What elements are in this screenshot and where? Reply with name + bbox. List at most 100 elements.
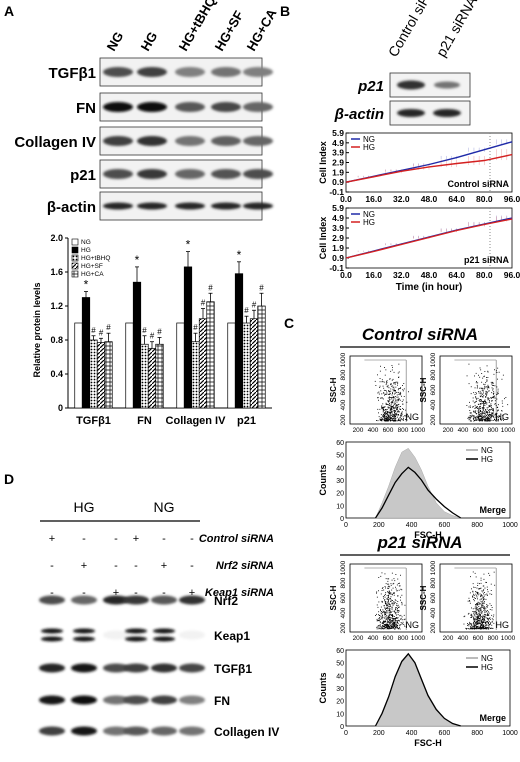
- c-scatter-point: [392, 619, 394, 621]
- c-scatter-point: [389, 617, 391, 619]
- c-scatter-point: [382, 596, 384, 597]
- c-scatter-point: [473, 622, 474, 624]
- c-scatter-point: [479, 607, 481, 609]
- c-scatter-point: [480, 595, 481, 597]
- c-scatter-point: [398, 628, 400, 629]
- c-scatter-point: [494, 584, 496, 586]
- c-scatter-point: [377, 397, 378, 399]
- c-scatter-point: [476, 596, 478, 598]
- c-scatter-point: [392, 410, 394, 412]
- c-scatter-point: [388, 400, 390, 402]
- b-y-tick-label: 3.9: [332, 148, 344, 158]
- a-y-tick-label: 0.4: [50, 369, 63, 379]
- c-scatter-point: [392, 366, 393, 368]
- c-scatter-point: [401, 413, 403, 415]
- c-scatter-point: [397, 396, 399, 398]
- c-scatter-point: [479, 419, 481, 421]
- c-scatter-point: [381, 623, 383, 624]
- c-scatter-point: [381, 406, 383, 408]
- c-scatter-point: [477, 604, 478, 606]
- c-scatter-point: [380, 628, 382, 630]
- c-scatter-point: [390, 600, 392, 602]
- c-scatter-point: [484, 405, 486, 406]
- c-scatter-point: [489, 415, 491, 417]
- c-scatter-point: [483, 607, 484, 609]
- d-band: [123, 663, 149, 673]
- d-band: [103, 726, 129, 736]
- c-scatter-point: [485, 420, 487, 422]
- c-scatter-point: [478, 627, 480, 629]
- c-hist-x-tick: 600: [439, 522, 451, 529]
- c-scatter-point: [385, 412, 387, 414]
- a-bar: [147, 348, 157, 409]
- c-scatter-point: [397, 414, 399, 416]
- a-bar: [249, 318, 259, 409]
- c-scatter-point: [475, 628, 477, 630]
- b-legend-label: NG: [363, 135, 375, 144]
- c-hist-y-tick: 10: [336, 711, 344, 718]
- c-scatter-point: [393, 618, 395, 619]
- c-scatter-point: [389, 586, 391, 588]
- c-scatter-point: [477, 592, 478, 594]
- c-scatter-point: [388, 401, 390, 403]
- c-scatter-point: [495, 420, 496, 422]
- c-scatter-point: [485, 627, 487, 628]
- c-scatter-point: [394, 580, 396, 582]
- c-scatter-point: [487, 627, 488, 628]
- c-scatter-point: [382, 614, 383, 616]
- d-band: [41, 628, 63, 634]
- c-scatter-point: [477, 627, 478, 629]
- c-scatter-point: [484, 417, 486, 418]
- c-scatter-point: [480, 615, 481, 617]
- c-scatter-point: [477, 408, 478, 409]
- c-scatter-point: [393, 623, 395, 624]
- b-x-tick-label: 96.0: [504, 194, 520, 204]
- c-scatter-point: [464, 615, 466, 617]
- c-scatter-point: [483, 619, 485, 621]
- c-scatter-point: [385, 626, 387, 628]
- c-scatter-point: [386, 380, 387, 382]
- c-scatter-point: [376, 628, 378, 630]
- c-scatter-point: [476, 587, 478, 589]
- a-band: [137, 102, 167, 112]
- c-scatter-point: [469, 415, 471, 417]
- c-scatter-point: [395, 399, 397, 401]
- b-y-tick-label: 2.9: [332, 233, 344, 243]
- c-scatter-point: [392, 625, 393, 627]
- c-scatter-point: [483, 404, 484, 406]
- c-scatter-point: [486, 618, 488, 620]
- a-bar: [125, 322, 134, 409]
- c-scatter-point: [474, 572, 476, 574]
- c-scatter-point: [389, 627, 391, 629]
- c-scatter-point: [392, 414, 393, 416]
- c-scatter-point: [391, 620, 392, 622]
- c-scatter-point: [480, 417, 482, 419]
- c-scatter-point: [486, 391, 488, 393]
- c-scatter-point: [477, 604, 478, 605]
- c-scatter-point: [391, 406, 393, 408]
- c-scatter-point: [394, 407, 396, 409]
- c-scatter-point: [391, 593, 393, 595]
- c-scatter-point: [478, 391, 479, 392]
- c-scatter-point: [479, 376, 481, 378]
- c-hist-merge-label: Merge: [479, 713, 506, 723]
- c-scatter-point: [496, 394, 497, 396]
- c-scatter-point: [485, 607, 487, 609]
- a-band: [243, 136, 273, 146]
- c-scatter-point: [399, 582, 400, 584]
- c-scatter-point: [489, 574, 491, 576]
- c-scatter-point: [479, 407, 481, 409]
- c-scatter-point: [479, 588, 481, 590]
- c-scatter-point: [492, 409, 494, 411]
- c-scatter-point: [397, 404, 399, 406]
- c-scatter-point: [397, 391, 399, 393]
- c-scatter-x-tick: 1000: [411, 427, 426, 434]
- c-scatter-point: [474, 420, 475, 421]
- c-scatter-point: [484, 622, 486, 624]
- c-scatter-point: [468, 383, 470, 385]
- c-scatter-point: [489, 624, 491, 625]
- c-scatter-point: [383, 620, 385, 622]
- c-scatter-point: [391, 379, 393, 381]
- a-bar: [183, 266, 193, 409]
- c-scatter-point: [400, 409, 402, 410]
